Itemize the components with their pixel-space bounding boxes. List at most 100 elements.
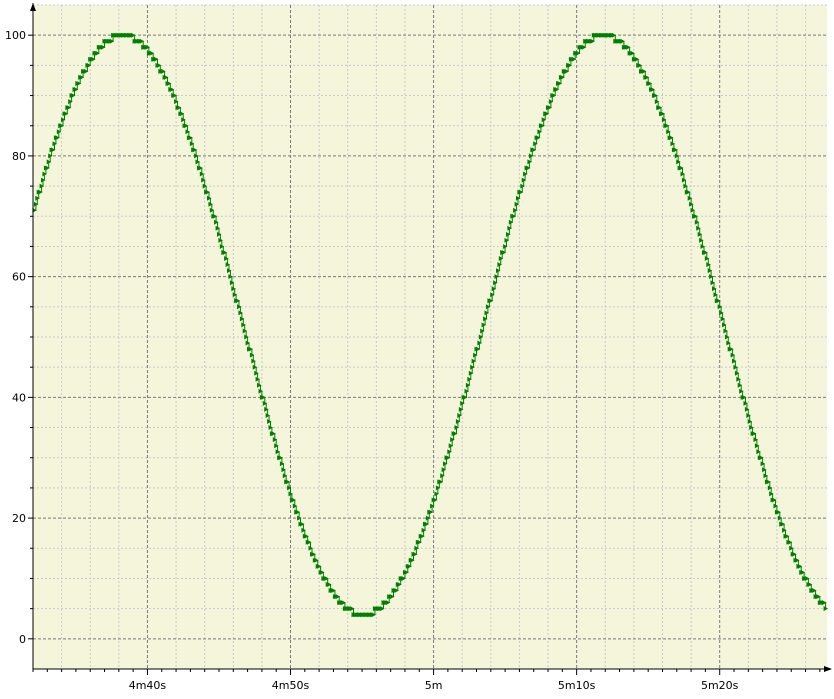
data-point <box>564 68 570 74</box>
data-point <box>484 310 489 316</box>
data-point <box>385 600 391 606</box>
data-point <box>679 165 684 171</box>
data-point <box>219 244 225 249</box>
data-point <box>212 213 218 219</box>
data-point <box>241 322 246 328</box>
data-point <box>753 437 758 443</box>
data-point <box>712 286 717 292</box>
data-point <box>732 358 737 364</box>
data-point <box>467 376 472 382</box>
data-point <box>734 370 740 376</box>
data-point <box>490 292 495 298</box>
data-point <box>544 111 550 117</box>
data-point <box>660 111 665 117</box>
data-point <box>520 183 525 189</box>
data-point <box>244 334 249 340</box>
data-point <box>46 159 52 165</box>
data-point <box>661 117 667 123</box>
data-point <box>76 81 82 86</box>
x-tick-label: 4m50s <box>272 679 310 692</box>
data-point <box>314 557 319 563</box>
data-point <box>503 244 508 249</box>
data-point <box>285 479 291 485</box>
data-point <box>73 87 79 92</box>
data-point <box>477 340 482 346</box>
data-point <box>447 449 452 455</box>
data-point <box>723 328 728 334</box>
data-point <box>497 262 502 268</box>
data-markers <box>32 32 829 618</box>
data-point <box>776 509 781 515</box>
data-point <box>816 594 821 600</box>
data-point <box>51 147 56 153</box>
data-point <box>225 262 231 268</box>
y-tick-label: 40 <box>12 391 26 404</box>
data-point <box>743 400 748 406</box>
data-point <box>590 38 595 44</box>
data-point <box>207 195 212 201</box>
data-point <box>184 123 189 129</box>
data-point <box>507 225 512 231</box>
y-tick-label: 80 <box>12 150 26 163</box>
data-point <box>719 310 724 316</box>
data-point <box>571 56 577 62</box>
data-point <box>149 50 155 56</box>
data-point <box>483 316 488 322</box>
y-tick-label: 20 <box>12 512 26 525</box>
data-point <box>227 268 232 274</box>
data-point <box>404 569 409 575</box>
data-point <box>71 93 76 98</box>
data-point <box>251 358 256 364</box>
data-point <box>737 382 743 388</box>
data-point <box>202 183 208 189</box>
data-point <box>812 588 817 593</box>
data-point <box>576 50 581 56</box>
data-point <box>139 38 145 44</box>
data-point <box>179 111 185 117</box>
data-point <box>440 473 445 479</box>
data-point <box>430 503 435 509</box>
data-point <box>265 413 271 418</box>
data-point <box>769 491 774 497</box>
data-point <box>195 159 200 165</box>
data-point <box>475 346 481 352</box>
data-point <box>533 141 538 147</box>
data-point <box>278 455 283 461</box>
data-point <box>506 231 511 237</box>
x-tick-label: 5m <box>425 679 443 692</box>
data-point <box>297 515 302 521</box>
data-point <box>657 105 663 111</box>
data-point <box>252 364 258 370</box>
data-point <box>680 171 685 177</box>
data-point <box>371 612 376 618</box>
data-point <box>181 117 186 123</box>
data-point <box>228 274 233 280</box>
data-point <box>229 280 235 286</box>
data-point <box>527 159 532 165</box>
data-point <box>516 195 521 201</box>
data-point <box>308 545 313 551</box>
data-point <box>669 135 674 141</box>
data-point <box>156 62 162 68</box>
data-point <box>83 68 89 74</box>
data-point <box>673 147 678 153</box>
data-point <box>288 491 293 497</box>
data-point <box>480 328 485 334</box>
data-point <box>208 201 213 207</box>
grid <box>32 4 827 669</box>
data-point <box>224 256 229 261</box>
data-point <box>52 141 57 147</box>
data-point <box>531 147 537 153</box>
data-point <box>703 250 708 255</box>
data-point <box>689 201 694 207</box>
data-point <box>548 99 554 105</box>
data-point <box>494 274 499 280</box>
data-point <box>767 485 773 491</box>
data-point <box>185 129 190 135</box>
data-point <box>496 268 501 274</box>
data-point <box>551 93 557 98</box>
data-point <box>454 425 459 430</box>
data-point <box>245 340 251 346</box>
data-point <box>681 177 687 183</box>
data-point <box>508 219 514 225</box>
